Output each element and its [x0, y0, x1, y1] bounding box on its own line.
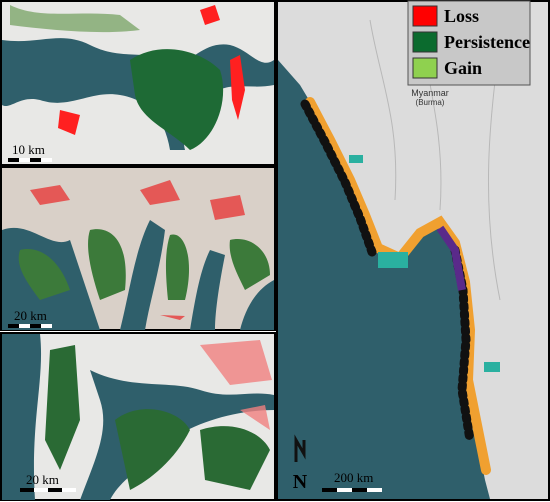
legend-swatch — [412, 5, 438, 27]
scale-bar — [34, 488, 48, 492]
panel-3: 20 km — [0, 332, 276, 501]
north-arrow — [294, 434, 306, 462]
mangrove — [45, 345, 270, 490]
country-label: Myanmar — [411, 88, 449, 98]
scale-label: 20 km — [14, 308, 47, 323]
legend-label: Loss — [444, 6, 479, 26]
scale-bar — [367, 488, 382, 492]
coast-mangrove — [305, 97, 491, 475]
north-label: N — [293, 471, 308, 493]
mangrove — [130, 49, 224, 151]
sea — [278, 60, 490, 499]
panel-1: 10 km — [0, 0, 276, 166]
legend: Loss Persistence Gain — [407, 0, 531, 86]
study-area — [484, 362, 500, 372]
mangrove — [18, 229, 270, 300]
scale-bar — [19, 158, 30, 162]
study-area — [349, 155, 363, 163]
legend-swatch — [412, 57, 438, 79]
scale-label: 10 km — [12, 142, 45, 157]
scale-bar — [19, 324, 30, 328]
scale-label: 20 km — [26, 472, 59, 487]
legend-label: Persistence — [444, 32, 530, 52]
loss-area — [58, 5, 245, 135]
mangrove — [10, 5, 140, 33]
legend-swatch — [412, 31, 438, 53]
scale-bar — [41, 158, 52, 162]
loss-area — [200, 340, 272, 430]
coast-mangrove — [436, 225, 466, 291]
loss-area — [30, 180, 245, 320]
study-area — [378, 252, 408, 268]
scale-label: 200 km — [334, 470, 373, 485]
panel-2: 20 km — [0, 166, 276, 331]
scale-bar — [337, 488, 352, 492]
country-sublabel: (Burma) — [416, 98, 445, 107]
legend-label: Gain — [444, 58, 482, 78]
water — [2, 220, 274, 330]
scale-bar — [62, 488, 76, 492]
scale-bar — [41, 324, 52, 328]
